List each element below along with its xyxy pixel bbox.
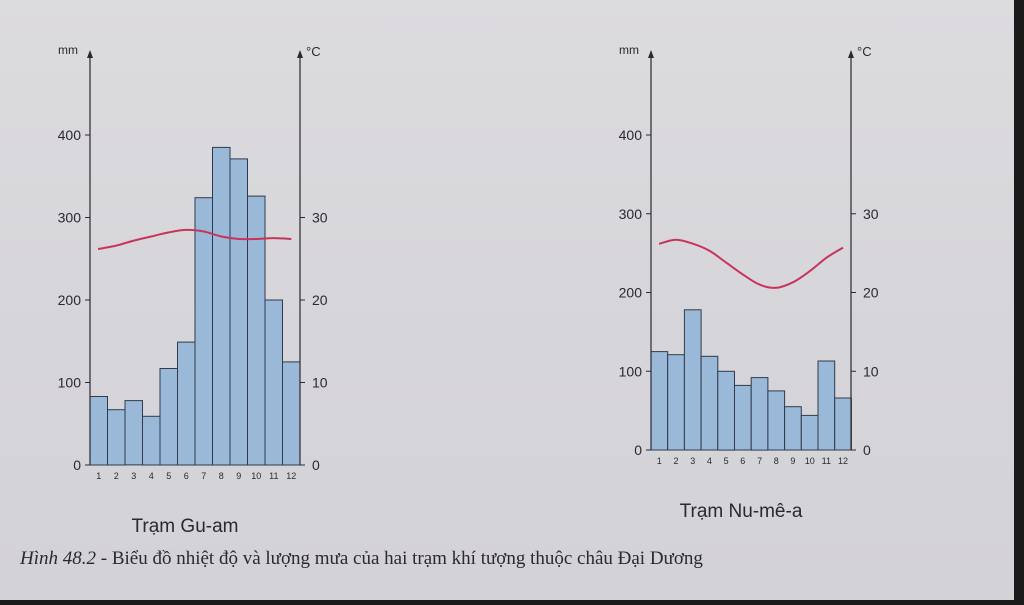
month-label: 5 — [166, 471, 171, 481]
month-label: 4 — [149, 471, 154, 481]
rain-bar — [124, 400, 143, 466]
month-label: 11 — [269, 471, 278, 481]
caption-label: Hình 48.2 — [20, 548, 96, 569]
station-title: Trạm Gu-am — [132, 516, 239, 537]
left-tick-label: 400 — [619, 127, 643, 143]
figure-caption: Hình 48.2 - Biểu đồ nhiệt độ và lượng mư… — [20, 548, 1000, 570]
left-tick-label: 300 — [619, 206, 643, 222]
month-label: 4 — [707, 456, 712, 466]
month-label: 9 — [790, 456, 795, 466]
month-label: 1 — [657, 456, 662, 466]
month-label: 8 — [774, 456, 779, 466]
rain-bar — [650, 351, 669, 451]
rain-bar — [142, 415, 161, 466]
month-label: 6 — [740, 456, 745, 466]
month-label: 5 — [724, 456, 729, 466]
rain-bar — [800, 414, 819, 451]
left-axis-unit: mm — [58, 43, 78, 57]
right-tick-label: 0 — [863, 442, 871, 458]
month-label: 9 — [236, 471, 241, 481]
rain-bar — [89, 396, 108, 466]
month-label: 7 — [201, 471, 206, 481]
temperature-line — [98, 228, 292, 250]
rain-bar — [194, 197, 213, 466]
rain-bar — [834, 397, 852, 451]
rain-bar — [817, 360, 836, 451]
right-tick-label: 30 — [863, 206, 879, 222]
rain-bar — [212, 146, 231, 466]
left-tick-label: 300 — [58, 210, 82, 226]
left-tick-label: 400 — [58, 127, 82, 143]
left-axis-arrow — [648, 50, 654, 58]
rain-bar — [717, 370, 736, 451]
caption-text: - Biểu đồ nhiệt độ và lượng mưa của hai … — [96, 548, 703, 569]
rain-bar — [247, 195, 266, 466]
month-label: 6 — [184, 471, 189, 481]
rain-bar — [784, 406, 802, 451]
right-axis-arrow — [848, 50, 854, 58]
rain-bar — [750, 377, 769, 451]
month-label: 12 — [286, 471, 296, 481]
rain-bar — [264, 299, 283, 466]
right-axis-unit: °C — [857, 44, 872, 59]
rain-bar — [177, 341, 196, 466]
left-tick-label: 200 — [619, 285, 643, 301]
rain-bar — [282, 361, 301, 466]
left-tick-label: 100 — [619, 363, 643, 379]
rain-bar — [700, 355, 719, 451]
left-tick-label: 0 — [73, 457, 81, 473]
rain-bar — [683, 309, 702, 451]
month-label: 8 — [219, 471, 224, 481]
right-axis-unit: °C — [306, 44, 321, 59]
right-tick-label: 20 — [863, 285, 879, 301]
month-label: 11 — [822, 456, 831, 466]
month-label: 2 — [673, 456, 678, 466]
rain-bar — [767, 390, 786, 451]
right-tick-label: 30 — [312, 210, 328, 226]
right-tick-label: 10 — [312, 375, 328, 391]
month-label: 12 — [838, 456, 848, 466]
left-tick-label: 100 — [58, 375, 82, 391]
left-tick-label: 0 — [634, 442, 642, 458]
month-label: 3 — [131, 471, 136, 481]
left-axis-arrow — [87, 50, 93, 58]
right-axis-arrow — [297, 50, 303, 58]
right-tick-label: 10 — [863, 363, 879, 379]
rain-bar — [734, 384, 752, 451]
rain-bar — [107, 409, 126, 466]
station-title: Trạm Nu-mê-a — [680, 501, 803, 522]
left-axis-unit: mm — [619, 43, 639, 57]
month-label: 7 — [757, 456, 762, 466]
month-label: 10 — [805, 456, 815, 466]
left-tick-label: 200 — [58, 292, 82, 308]
rain-bar — [159, 368, 178, 466]
month-label: 2 — [114, 471, 119, 481]
right-tick-label: 20 — [312, 292, 328, 308]
temperature-line — [659, 238, 844, 289]
rain-bar — [667, 354, 685, 451]
month-label: 3 — [690, 456, 695, 466]
month-label: 1 — [96, 471, 101, 481]
right-tick-label: 0 — [312, 457, 320, 473]
month-label: 10 — [251, 471, 261, 481]
rain-bar — [229, 158, 248, 466]
